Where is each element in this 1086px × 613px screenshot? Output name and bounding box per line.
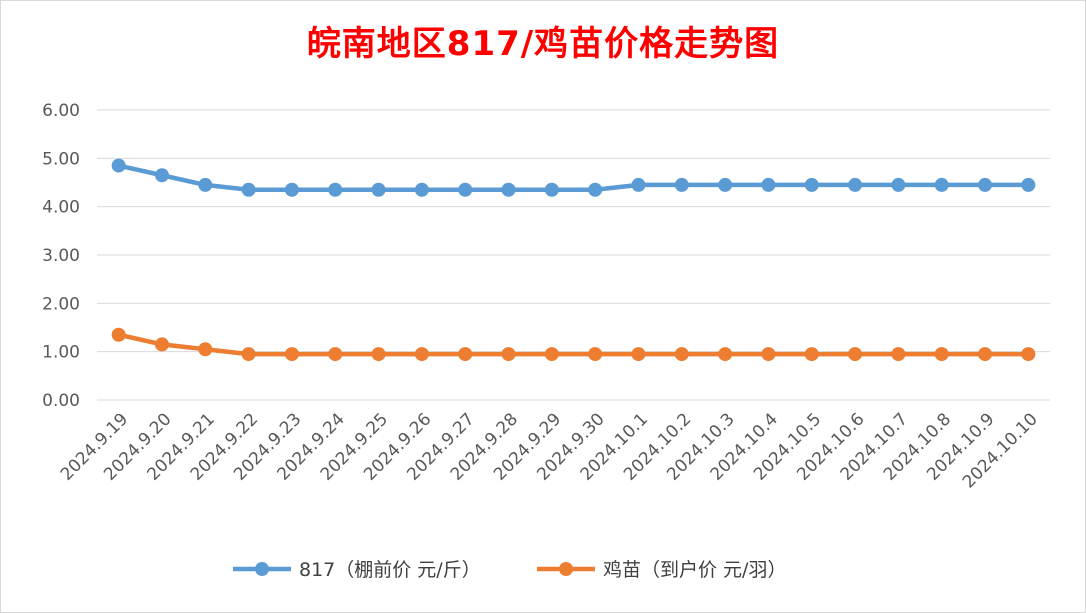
chart-title: 皖南地区817/鸡苗价格走势图 <box>306 24 780 64</box>
data-point <box>458 182 473 197</box>
data-point <box>934 347 949 362</box>
y-tick-label: 3.00 <box>42 246 80 266</box>
data-point <box>328 182 343 197</box>
y-tick-label: 4.00 <box>42 198 80 218</box>
data-point <box>978 347 993 362</box>
data-point <box>1021 347 1036 362</box>
data-point <box>978 177 993 192</box>
data-point <box>761 347 776 362</box>
series-line <box>118 332 1029 357</box>
data-point <box>198 342 213 357</box>
data-point <box>414 347 429 362</box>
legend-swatch-marker <box>255 562 269 576</box>
data-point <box>241 347 256 362</box>
data-point <box>284 347 299 362</box>
y-tick-label: 5.00 <box>42 149 80 169</box>
data-point <box>588 182 603 197</box>
data-point <box>501 347 516 362</box>
data-point <box>111 158 126 173</box>
data-point <box>804 347 819 362</box>
data-point <box>674 177 689 192</box>
data-point <box>544 347 559 362</box>
data-point <box>1021 177 1036 192</box>
y-tick-label: 6.00 <box>42 101 80 121</box>
data-point <box>198 177 213 192</box>
series-line <box>118 163 1029 192</box>
data-point <box>111 327 126 342</box>
data-point <box>501 182 516 197</box>
data-point <box>718 347 733 362</box>
data-point <box>154 168 169 183</box>
data-point <box>848 177 863 192</box>
data-point <box>414 182 429 197</box>
data-point <box>718 177 733 192</box>
data-point <box>371 347 386 362</box>
data-point <box>891 347 906 362</box>
data-point <box>154 337 169 352</box>
data-point <box>934 177 949 192</box>
data-point <box>631 177 646 192</box>
data-point <box>848 347 863 362</box>
data-point <box>761 177 776 192</box>
data-point <box>588 347 603 362</box>
data-point <box>631 347 646 362</box>
legend-label: 鸡苗（到户价 元/羽） <box>603 559 786 581</box>
data-point <box>891 177 906 192</box>
data-point <box>544 182 559 197</box>
data-point <box>328 347 343 362</box>
data-point <box>371 182 386 197</box>
data-point <box>284 182 299 197</box>
legend-label: 817（棚前价 元/斤） <box>299 559 481 581</box>
data-point <box>674 347 689 362</box>
data-point <box>241 182 256 197</box>
y-tick-label: 1.00 <box>42 343 80 363</box>
data-point <box>458 347 473 362</box>
data-point <box>804 177 819 192</box>
legend-swatch-marker <box>559 562 573 576</box>
y-tick-label: 0.00 <box>42 391 80 411</box>
y-tick-label: 2.00 <box>42 294 80 314</box>
